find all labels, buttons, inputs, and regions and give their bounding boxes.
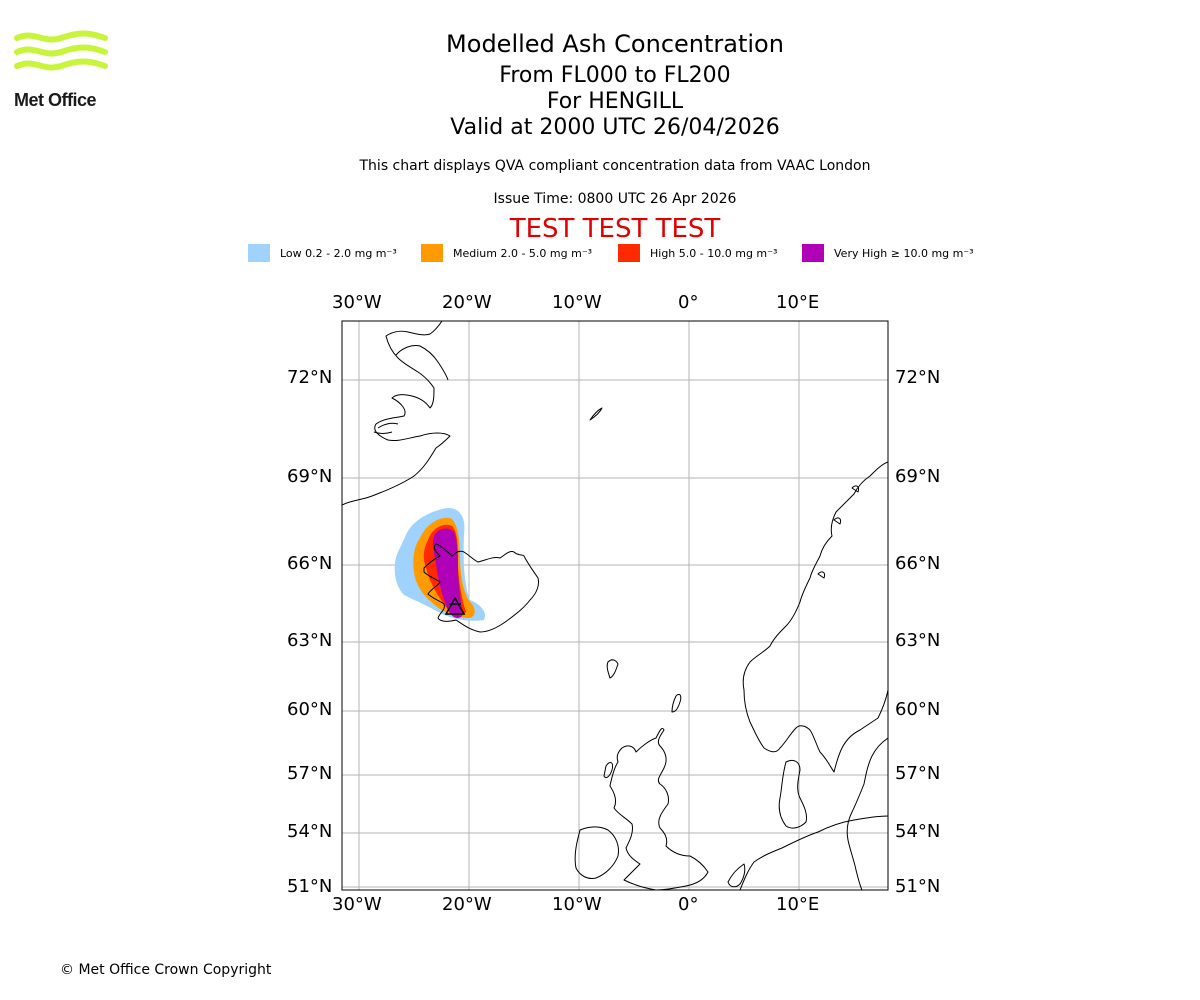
chart-subtitle: From FL000 to FL200 For HENGILL Valid at… (0, 63, 1200, 141)
lat-tick-right-63n: 63°N (895, 630, 941, 651)
lon-tick-top-0: 0° (678, 292, 699, 313)
coast-norway (742, 461, 888, 773)
legend-label-very-high: Very High ≥ 10.0 mg m⁻³ (834, 246, 974, 260)
issue-time: Issue Time: 0800 UTC 26 Apr 2026 (493, 191, 737, 207)
lon-tick-bottom-10e: 10°E (776, 894, 820, 915)
lat-tick-right-66n: 66°N (895, 553, 941, 574)
coast-greenland-fjord-2 (373, 422, 399, 434)
coast-greenland (342, 321, 451, 506)
lon-tick-bottom-0: 0° (678, 894, 699, 915)
lon-tick-top-10w: 10°W (552, 292, 602, 313)
lat-tick-right-60n: 60°N (895, 699, 941, 720)
lon-tick-top-20w: 20°W (442, 292, 492, 313)
lat-tick-left-51n: 51°N (287, 876, 333, 897)
coast-sweden (846, 737, 888, 890)
legend-item-medium: Medium 2.0 - 5.0 mg m⁻³ (421, 244, 592, 262)
legend-swatch-high (618, 244, 640, 262)
coast-iceland (423, 543, 539, 633)
lat-tick-right-57n: 57°N (895, 763, 941, 784)
chart-title: Modelled Ash Concentration (446, 30, 784, 58)
ash-very-high-area (433, 528, 462, 618)
coast-netherlands (727, 863, 746, 888)
coast-hebrides (603, 762, 613, 779)
lat-tick-right-72n: 72°N (895, 367, 941, 388)
lat-tick-left-57n: 57°N (287, 763, 333, 784)
coast-jan-mayen (589, 407, 603, 421)
legend-label-high: High 5.0 - 10.0 mg m⁻³ (650, 246, 778, 260)
lat-tick-left-69n: 69°N (287, 466, 333, 487)
coast-denmark (778, 759, 807, 829)
legend-item-very-high: Very High ≥ 10.0 mg m⁻³ (802, 244, 974, 262)
coast-great-britain (609, 727, 709, 890)
legend-swatch-low (248, 244, 270, 262)
lat-tick-left-72n: 72°N (287, 367, 333, 388)
legend-label-medium: Medium 2.0 - 5.0 mg m⁻³ (453, 246, 593, 260)
lat-tick-right-54n: 54°N (895, 821, 941, 842)
coast-shetland (671, 693, 682, 713)
legend-swatch-medium (421, 244, 443, 262)
coast-greenland-fjord (395, 345, 449, 381)
lon-tick-bottom-10w: 10°W (552, 894, 602, 915)
ash-plume (394, 508, 486, 621)
lon-tick-bottom-20w: 20°W (442, 894, 492, 915)
legend-item-low: Low 0.2 - 2.0 mg m⁻³ (248, 244, 397, 262)
map-frame (341, 320, 889, 891)
lat-tick-left-54n: 54°N (287, 821, 333, 842)
legend-label-low: Low 0.2 - 2.0 mg m⁻³ (280, 246, 397, 260)
volcano-marker (444, 596, 466, 615)
coast-lofoten (817, 485, 859, 579)
coast-faroe (606, 659, 619, 679)
coast-ireland (574, 826, 619, 879)
subtitle-valid-time: Valid at 2000 UTC 26/04/2026 (450, 115, 780, 140)
lat-tick-left-66n: 66°N (287, 553, 333, 574)
lat-tick-right-69n: 69°N (895, 466, 941, 487)
copyright-notice: © Met Office Crown Copyright (60, 962, 272, 978)
lat-tick-left-63n: 63°N (287, 630, 333, 651)
lon-tick-top-30w: 30°W (332, 292, 382, 313)
legend-swatch-very-high (802, 244, 824, 262)
coast-north-sea-south (739, 815, 888, 890)
lat-tick-left-60n: 60°N (287, 699, 333, 720)
met-office-logo-text: Met Office (14, 90, 97, 110)
legend-item-high: High 5.0 - 10.0 mg m⁻³ (618, 244, 777, 262)
test-banner: TEST TEST TEST (509, 214, 721, 244)
lat-tick-right-51n: 51°N (895, 876, 941, 897)
lon-tick-top-10e: 10°E (776, 292, 820, 313)
coastlines (342, 321, 888, 890)
met-office-logo (14, 30, 108, 71)
chart-description: This chart displays QVA compliant concen… (359, 158, 871, 174)
subtitle-levels: From FL000 to FL200 (499, 63, 731, 88)
subtitle-volcano: For HENGILL (546, 89, 684, 114)
lon-tick-bottom-30w: 30°W (332, 894, 382, 915)
